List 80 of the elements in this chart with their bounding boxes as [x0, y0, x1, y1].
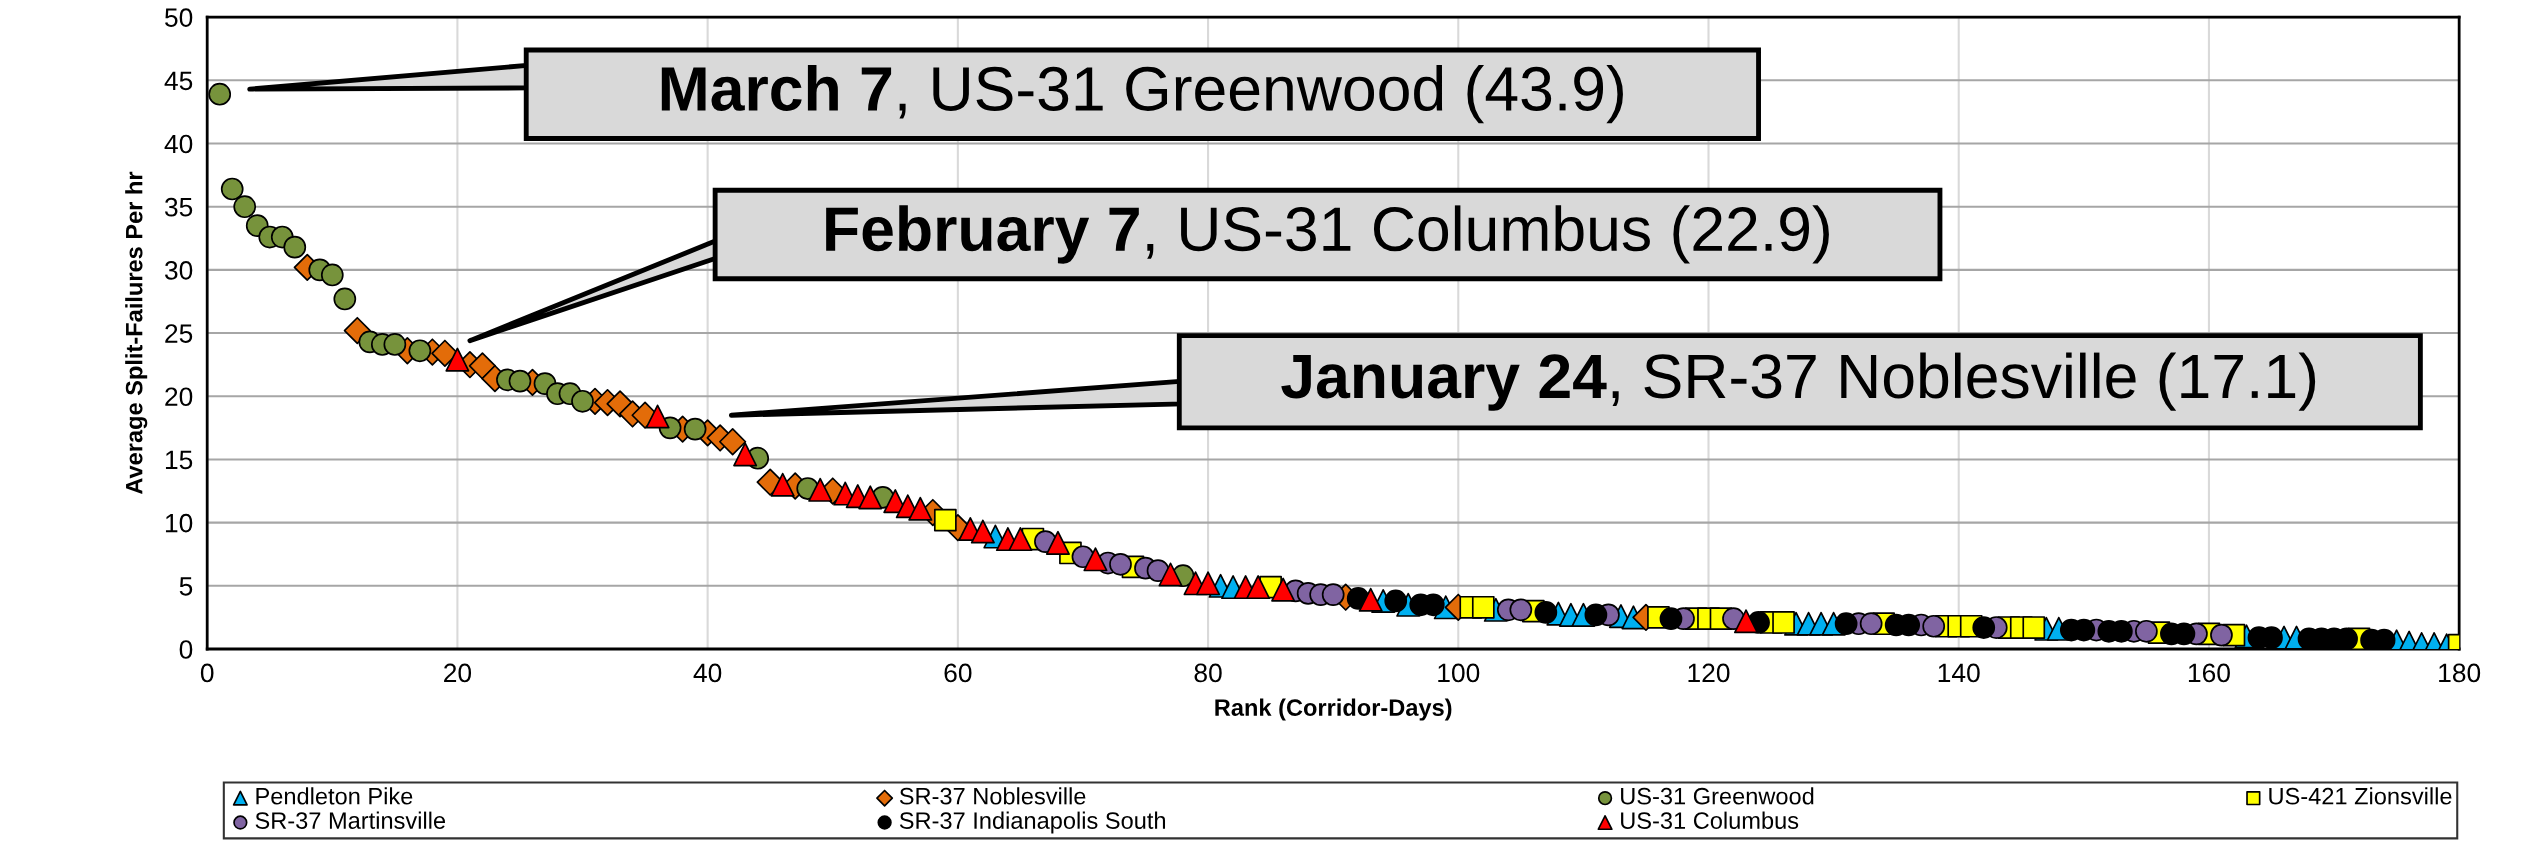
point: [1772, 611, 1795, 634]
y-tick-label: 25: [165, 324, 193, 343]
point: [1471, 595, 1495, 619]
point: [468, 352, 497, 380]
x-tick-label: 40: [693, 663, 722, 683]
annotation: March 7, US-31 Greenwood (43.9): [661, 65, 1623, 124]
point: [1834, 612, 1858, 636]
point: [1734, 609, 1759, 634]
y-tick-label: 10: [165, 513, 193, 533]
point: [1008, 527, 1033, 552]
legend-label: US-31 Columbus: [1621, 811, 1799, 829]
point: [220, 177, 244, 201]
y-tick-label: 50: [165, 8, 193, 27]
legend-label: US-31 Greenwood: [1621, 787, 1814, 805]
point: [770, 472, 795, 497]
point: [2135, 619, 2158, 643]
x-tick-label: 20: [444, 663, 472, 683]
y-tick-label: 35: [164, 197, 193, 217]
point: [1922, 614, 1946, 638]
point: [1659, 607, 1683, 631]
point: [1358, 587, 1383, 612]
point: [808, 477, 833, 502]
point: [933, 508, 957, 532]
point: [1196, 571, 1221, 596]
legend-label: SR-37 Indianapolis South: [899, 811, 1166, 834]
point: [1321, 583, 1345, 607]
point: [383, 333, 407, 356]
point: [233, 195, 257, 219]
y-tick-label: 15: [165, 450, 193, 470]
x-tick-label: 120: [1688, 663, 1730, 683]
point: [1246, 575, 1271, 600]
x-tick-label: 80: [1194, 663, 1222, 683]
y-tick-label: 40: [164, 134, 193, 154]
y-axis-title: Average Split-Failures Per hr: [125, 171, 148, 495]
point: [1083, 547, 1108, 572]
y-tick-label: 0: [179, 640, 193, 659]
legend-label: US-421 Zionsville: [2269, 787, 2452, 805]
point: [208, 82, 232, 106]
point: [1384, 589, 1408, 613]
point: [1271, 577, 1296, 602]
point: [1534, 600, 1558, 624]
x-axis-title: Rank (Corridor-Days): [1215, 698, 1452, 721]
point: [508, 369, 532, 393]
annotation: February 7, US-31 Columbus (22.9): [826, 205, 1829, 264]
point: [970, 519, 995, 544]
point: [2022, 616, 2046, 639]
x-tick-label: 100: [1438, 663, 1480, 683]
legend-label: SR-37 Martinsville: [255, 811, 446, 829]
point: [571, 389, 594, 413]
x-tick-label: 0: [200, 663, 214, 683]
y-tick-label: 30: [164, 261, 193, 280]
point: [1584, 603, 1608, 627]
x-tick-label: 60: [944, 663, 972, 683]
point: [1045, 530, 1070, 555]
point: [645, 404, 670, 429]
y-tick-label: 5: [179, 577, 193, 596]
point: [445, 347, 470, 372]
point: [1109, 552, 1132, 576]
point: [2210, 623, 2233, 647]
point: [1158, 562, 1183, 587]
point: [683, 417, 707, 441]
legend-label: SR-37 Noblesville: [899, 787, 1086, 805]
point: [1859, 612, 1883, 636]
y-tick-label: 45: [164, 71, 193, 91]
point: [733, 442, 758, 467]
point: [1972, 616, 1996, 639]
annotation: January 24, SR-37 Noblesville (17.1): [1281, 352, 2316, 411]
y-tick-label: 20: [165, 387, 193, 407]
point: [408, 339, 432, 363]
point: [1509, 598, 1533, 622]
x-tick-label: 160: [2188, 663, 2230, 683]
point: [908, 496, 933, 521]
x-tick-label: 180: [2439, 663, 2481, 683]
x-tick-label: 140: [1938, 663, 1980, 683]
legend-label: Pendleton Pike: [256, 787, 413, 805]
point: [333, 287, 357, 311]
point: [320, 263, 344, 287]
point: [858, 485, 883, 510]
point: [719, 428, 747, 456]
point: [283, 235, 307, 259]
